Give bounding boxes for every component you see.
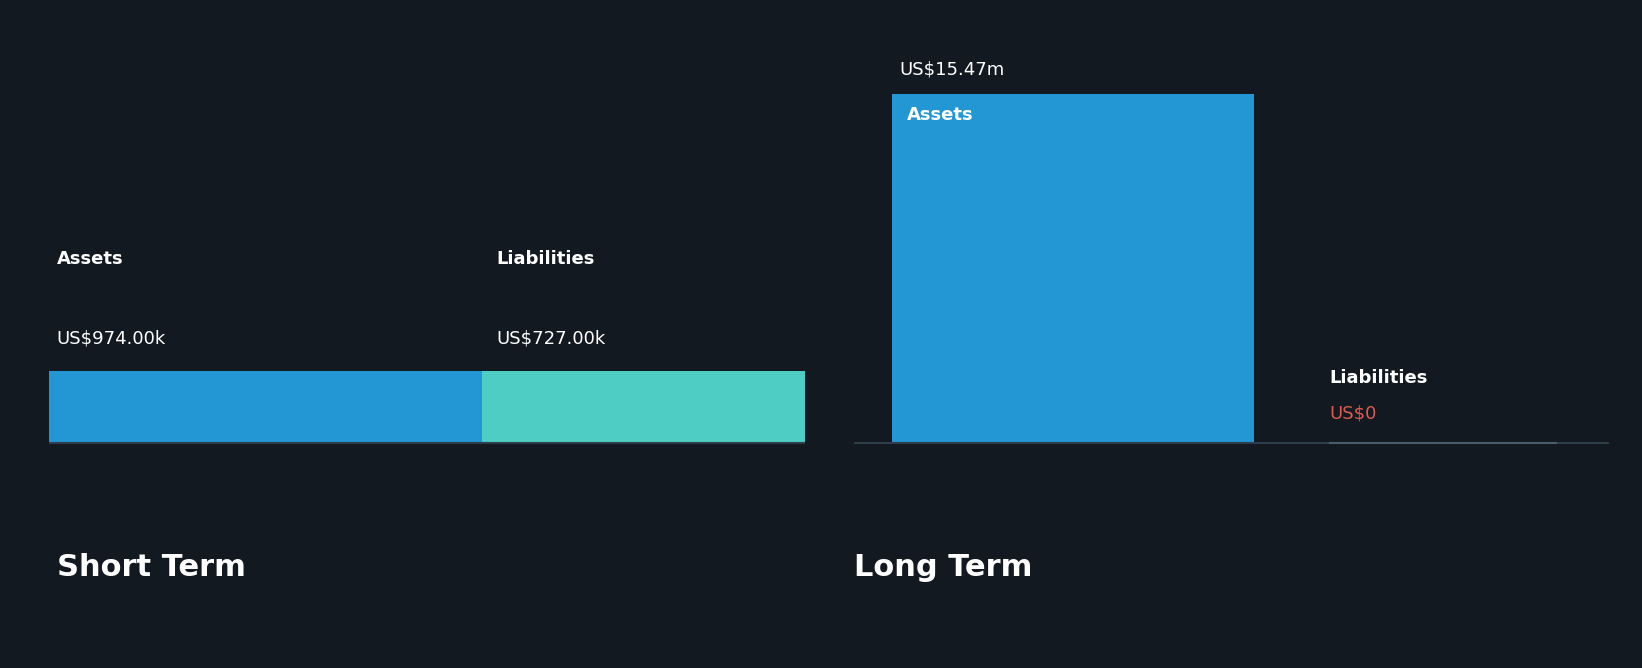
Text: US$15.47m: US$15.47m [900,60,1005,78]
Text: US$727.00k: US$727.00k [498,329,606,347]
Text: Liabilities: Liabilities [1330,369,1429,387]
Bar [892,94,1254,443]
Text: Long Term: Long Term [854,554,1033,582]
Text: US$974.00k: US$974.00k [57,329,166,347]
Text: US$0: US$0 [1330,405,1378,423]
Bar [49,371,481,443]
Text: Liabilities: Liabilities [498,250,596,269]
Text: Assets: Assets [906,106,974,124]
Text: Short Term: Short Term [57,554,246,582]
Text: Assets: Assets [57,250,123,269]
Bar [481,371,805,443]
